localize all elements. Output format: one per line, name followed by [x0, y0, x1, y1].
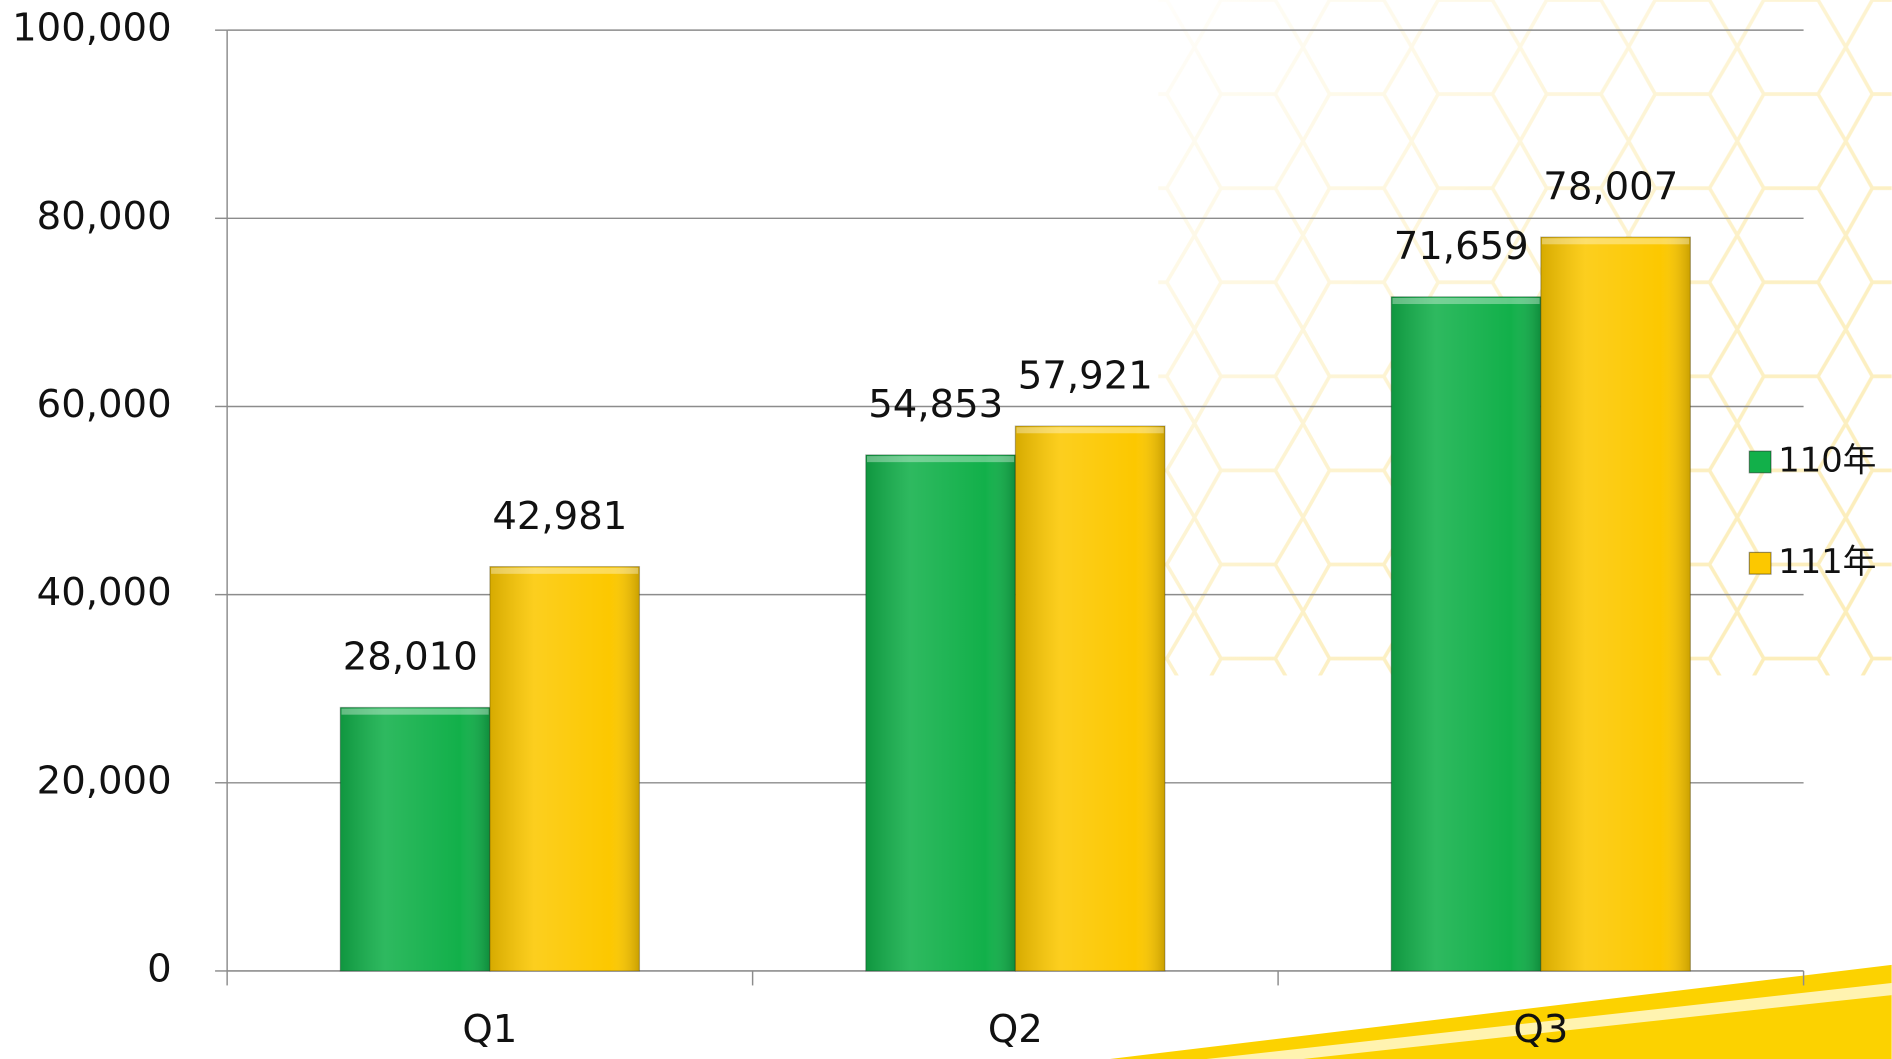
y-tick-label: 100,000: [12, 6, 172, 51]
data-label: 54,853: [868, 382, 1003, 427]
legend-marker: [1748, 450, 1772, 474]
bar-top-highlight: [1392, 297, 1540, 305]
data-label: 28,010: [343, 635, 478, 680]
bar: [1390, 296, 1542, 972]
bar: [1540, 236, 1691, 972]
y-tick-label: 40,000: [37, 570, 172, 615]
bar: [489, 565, 641, 972]
bar: [339, 706, 491, 972]
bar-top-highlight: [1016, 427, 1164, 434]
bar: [865, 454, 1016, 972]
data-label: 78,007: [1543, 164, 1678, 209]
bar-top-highlight: [866, 456, 1015, 463]
legend-marker: [1748, 551, 1772, 575]
x-tick-label: Q3: [1513, 1007, 1568, 1052]
y-tick-label: 0: [147, 946, 172, 991]
x-tick-label: Q1: [462, 1007, 517, 1052]
bar-top-highlight: [491, 567, 639, 574]
legend-label: 111年: [1778, 542, 1876, 581]
x-tick-label: Q2: [988, 1007, 1043, 1052]
bar: [1014, 425, 1166, 972]
data-label: 57,921: [1018, 353, 1153, 398]
bar-top-highlight: [341, 708, 489, 715]
data-label: 71,659: [1394, 224, 1529, 269]
y-tick-label: 20,000: [37, 758, 172, 803]
legend-label: 110年: [1778, 440, 1876, 479]
data-label: 42,981: [492, 494, 627, 539]
y-tick-label: 60,000: [37, 382, 172, 427]
y-tick-label: 80,000: [37, 194, 172, 239]
bar-top-highlight: [1542, 238, 1690, 245]
